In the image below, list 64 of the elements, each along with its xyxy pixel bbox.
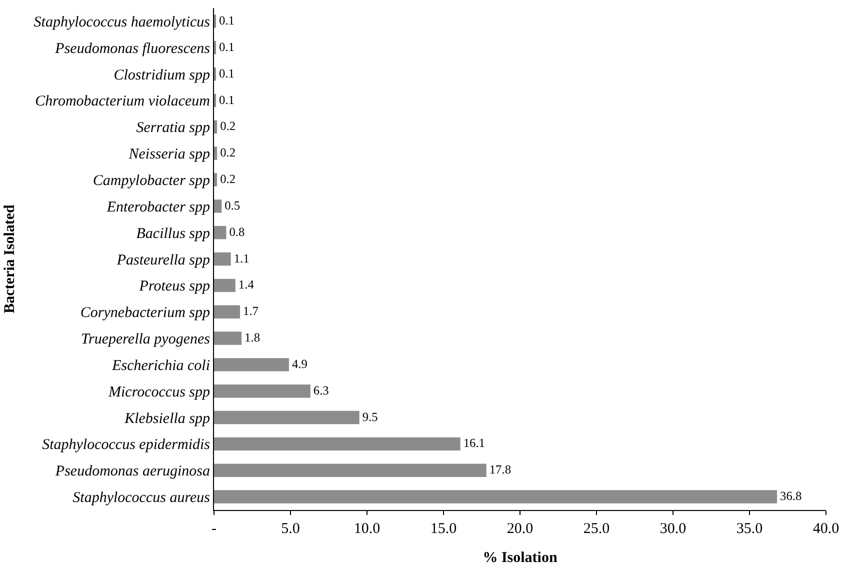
y-tick-label: Chromobacterium violaceum [35, 94, 210, 110]
y-tick-label: Enterobacter spp [106, 199, 210, 216]
data-label: 0.5 [224, 198, 240, 212]
data-label: 17.8 [489, 462, 512, 477]
bar [214, 464, 486, 477]
y-tick-label: Pseudomonas aeruginosa [54, 464, 210, 480]
bar [214, 490, 778, 504]
data-label: 6.3 [313, 383, 329, 398]
data-label: 1.7 [243, 304, 258, 318]
bar [214, 305, 240, 318]
bar [214, 384, 310, 398]
y-tick-label: Trueperella pyogenes [80, 332, 210, 348]
y-tick-label: Klebsiella spp [124, 410, 210, 427]
bar [214, 278, 236, 292]
y-tick-label: Proteus spp [138, 278, 210, 295]
data-label: 0.2 [220, 172, 236, 186]
y-tick-label: Bacillus spp [136, 226, 210, 242]
y-tick-label: Staphylococcus aureus [72, 490, 210, 506]
x-tick-label: 25.0 [583, 521, 610, 537]
y-tick-label: Staphylococcus epidermidis [42, 437, 210, 454]
data-label: 0.1 [219, 66, 234, 80]
data-label: 0.2 [220, 119, 236, 134]
y-tick-label: Neisseria spp [128, 146, 210, 163]
data-label: 1.1 [234, 251, 250, 266]
bar [214, 410, 360, 424]
bar [214, 252, 231, 266]
data-label: 1.8 [244, 330, 260, 345]
x-tick-label: 40.0 [812, 521, 840, 537]
x-axis-title: % Isolation [482, 550, 558, 566]
bar [214, 226, 226, 240]
y-tick-label: Pasteurella spp [116, 252, 210, 268]
data-label: 0.8 [229, 224, 245, 239]
data-label: 0.1 [219, 40, 234, 54]
data-label: 1.4 [238, 278, 254, 292]
y-tick-label: Pseudomonas fluorescens [54, 40, 210, 57]
y-tick-label: Staphylococcus haemolyticus [34, 14, 210, 30]
data-label: 0.1 [219, 92, 234, 107]
bar [214, 146, 218, 160]
x-tick-label: 10.0 [354, 521, 380, 537]
data-label: 36.8 [780, 489, 802, 504]
bar [214, 437, 460, 451]
y-tick-label: Campylobacter spp [92, 172, 210, 189]
data-label: 4.9 [292, 356, 308, 371]
data-label: 0.1 [219, 14, 234, 28]
x-tick-label: 15.0 [430, 521, 457, 537]
bar [214, 120, 218, 134]
bar [214, 358, 289, 372]
bar [214, 173, 218, 186]
y-tick-label: Micrococcus spp [108, 384, 210, 400]
x-tick-label: 20.0 [506, 521, 534, 537]
bar [214, 332, 242, 345]
x-tick-label: - [212, 521, 216, 537]
y-tick-label: Corynebacterium spp [80, 305, 210, 322]
y-tick-label: Serratia spp [136, 120, 210, 136]
data-label: 0.2 [220, 146, 236, 160]
data-label: 16.1 [463, 436, 485, 450]
y-axis-title: Bacteria Isolated [2, 204, 18, 314]
x-tick-label: 5.0 [281, 521, 300, 537]
y-tick-label: Clostridium spp [114, 67, 210, 84]
x-tick-label: 30.0 [660, 521, 686, 537]
bar [214, 200, 222, 213]
y-tick-label: Escherichia coli [111, 358, 210, 374]
data-label: 9.5 [362, 410, 378, 424]
x-tick-label: 35.0 [736, 521, 763, 537]
